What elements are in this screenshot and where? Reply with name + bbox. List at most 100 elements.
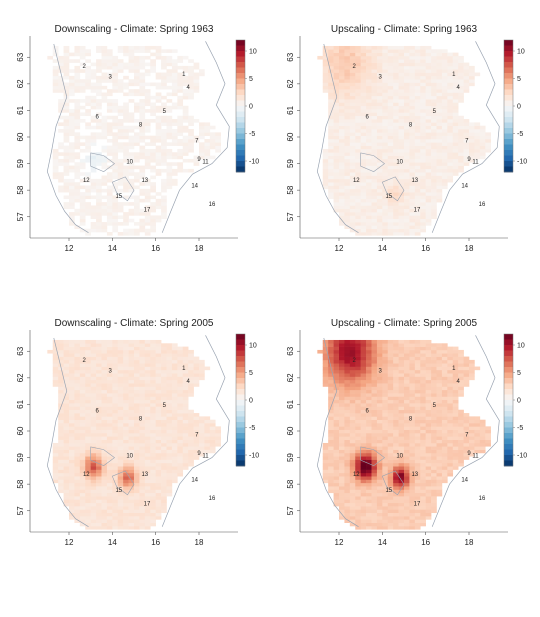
- heatmap-cell: [194, 89, 200, 93]
- heatmap-cell: [377, 436, 383, 440]
- heatmap-cell: [480, 149, 486, 153]
- heatmap-cell: [199, 446, 205, 450]
- heatmap-cell: [123, 423, 129, 427]
- heatmap-cell: [139, 360, 145, 364]
- colorbar-tick-label: 0: [249, 104, 253, 111]
- heatmap-cell: [415, 363, 421, 367]
- heatmap-cell: [372, 426, 378, 430]
- heatmap-cell: [372, 112, 378, 116]
- heatmap-cell: [194, 383, 200, 387]
- heatmap-cell: [210, 146, 216, 150]
- heatmap-cell: [123, 503, 129, 507]
- heatmap-cell: [91, 443, 97, 447]
- heatmap-cell: [150, 350, 156, 354]
- heatmap-cell: [112, 499, 118, 503]
- heatmap-cell: [118, 132, 124, 136]
- heatmap-cell: [74, 189, 80, 193]
- heatmap-cell: [366, 516, 372, 520]
- heatmap-cell: [404, 426, 410, 430]
- heatmap-cell: [91, 496, 97, 500]
- heatmap-cell: [393, 436, 399, 440]
- colorbar-segment: [504, 73, 513, 79]
- heatmap-cell: [112, 420, 118, 424]
- station-label: 15: [115, 488, 122, 494]
- heatmap-cell: [377, 377, 383, 381]
- x-tick-label: 12: [65, 244, 74, 253]
- heatmap-cell: [420, 109, 426, 113]
- colorbar-segment: [236, 95, 245, 101]
- heatmap-cell: [355, 102, 361, 106]
- heatmap-cell: [420, 176, 426, 180]
- heatmap-cell: [183, 446, 189, 450]
- heatmap-cell: [420, 69, 426, 73]
- heatmap-cell: [404, 159, 410, 163]
- heatmap-cell: [366, 357, 372, 361]
- heatmap-cell: [96, 132, 102, 136]
- heatmap-cell: [145, 420, 151, 424]
- heatmap-cell: [118, 340, 124, 344]
- heatmap-cell: [377, 493, 383, 497]
- heatmap-cell: [437, 122, 443, 126]
- heatmap-cell: [404, 56, 410, 60]
- heatmap-cell: [134, 373, 140, 377]
- heatmap-cell: [134, 347, 140, 351]
- heatmap-cell: [334, 169, 340, 173]
- heatmap-cell: [74, 343, 80, 347]
- heatmap-cell: [339, 192, 345, 196]
- heatmap-cell: [96, 219, 102, 223]
- heatmap-cell: [112, 403, 118, 407]
- heatmap-cell: [426, 86, 432, 90]
- heatmap-cell: [96, 156, 102, 160]
- heatmap-cell: [399, 56, 405, 60]
- heatmap-cell: [328, 456, 334, 460]
- heatmap-cell: [161, 212, 167, 216]
- heatmap-cell: [372, 410, 378, 414]
- heatmap-cell: [393, 406, 399, 410]
- heatmap-cell: [177, 463, 183, 467]
- heatmap-cell: [156, 406, 162, 410]
- heatmap-cell: [183, 413, 189, 417]
- heatmap-cell: [80, 486, 86, 490]
- heatmap-cell: [204, 440, 210, 444]
- heatmap-cell: [53, 446, 59, 450]
- heatmap-cell: [415, 526, 421, 530]
- heatmap-cell: [194, 357, 200, 361]
- heatmap-cell: [388, 426, 394, 430]
- heatmap-cell: [420, 189, 426, 193]
- heatmap-cell: [382, 126, 388, 130]
- y-tick-label: 58: [286, 185, 295, 194]
- heatmap-cell: [58, 102, 64, 106]
- heatmap-cell: [404, 92, 410, 96]
- heatmap-cell: [344, 446, 350, 450]
- heatmap-cell: [355, 373, 361, 377]
- heatmap-cell: [323, 83, 329, 87]
- heatmap-cell: [107, 205, 113, 209]
- heatmap-cell: [64, 106, 70, 110]
- heatmap-cell: [404, 83, 410, 87]
- heatmap-cell: [469, 76, 475, 80]
- heatmap-cell: [80, 86, 86, 90]
- heatmap-cell: [420, 46, 426, 50]
- heatmap-cell: [167, 470, 173, 474]
- heatmap-cell: [344, 126, 350, 130]
- heatmap-cell: [344, 473, 350, 477]
- chart-panel-1: Downscaling - Climate: Spring 1963123456…: [16, 24, 259, 253]
- heatmap-cell: [399, 102, 405, 106]
- heatmap-cell: [58, 76, 64, 80]
- heatmap-cell: [139, 146, 145, 150]
- heatmap-cell: [344, 146, 350, 150]
- heatmap-cell: [80, 199, 86, 203]
- heatmap-cell: [69, 212, 75, 216]
- heatmap-cell: [404, 139, 410, 143]
- heatmap-cell: [96, 195, 102, 199]
- heatmap-cell: [102, 473, 108, 477]
- heatmap-cell: [437, 112, 443, 116]
- heatmap-cell: [118, 499, 124, 503]
- heatmap-cell: [58, 446, 64, 450]
- heatmap-cell: [437, 69, 443, 73]
- heatmap-cell: [64, 486, 70, 490]
- heatmap-cell: [58, 370, 64, 374]
- heatmap-cell: [361, 436, 367, 440]
- heatmap-cell: [123, 46, 129, 50]
- heatmap-cell: [156, 343, 162, 347]
